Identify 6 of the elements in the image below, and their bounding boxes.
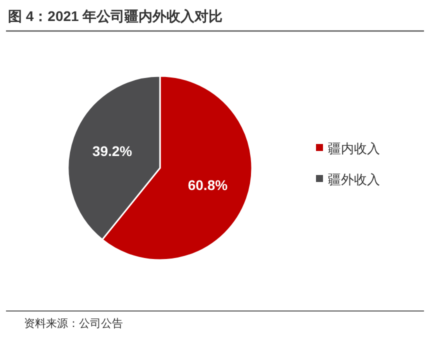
data-label: 39.2% [92,143,133,160]
legend-label: 疆外收入 [328,172,380,187]
chart-title: 图 4：2021 年公司疆内外收入对比 [8,8,223,24]
text: 资料来源：公司公告 [24,317,123,330]
data-label: 60.8% [188,176,228,193]
legend-label: 疆内收入 [328,141,380,156]
